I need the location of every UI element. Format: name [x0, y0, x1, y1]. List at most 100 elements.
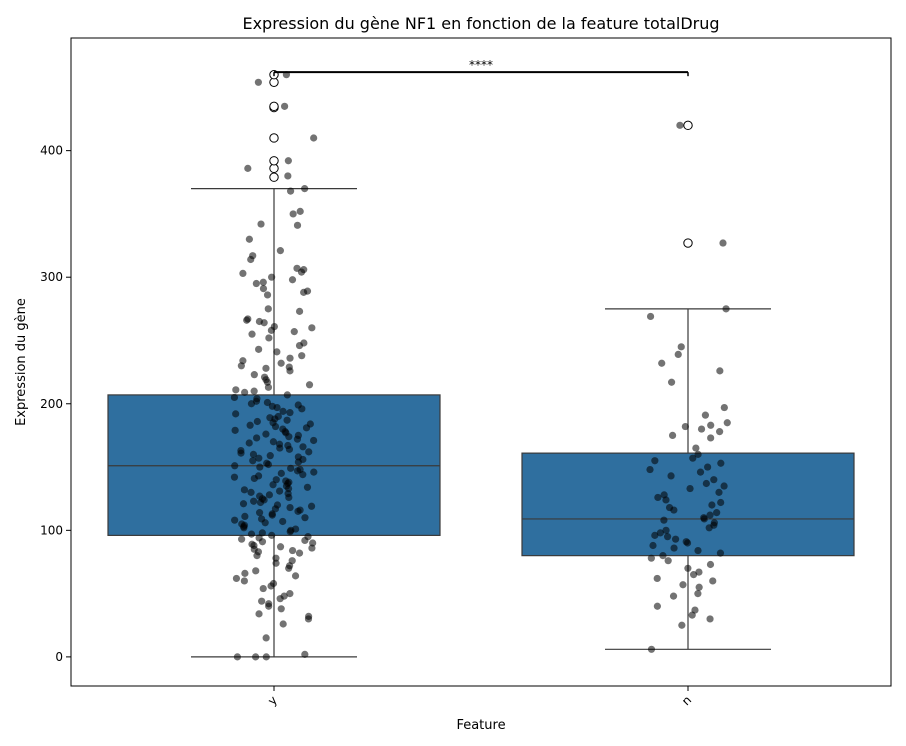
data-point — [277, 469, 285, 477]
data-point — [259, 278, 267, 286]
data-point — [285, 564, 293, 572]
data-point — [255, 454, 263, 462]
data-point — [653, 574, 661, 583]
data-point — [679, 581, 687, 589]
data-point — [279, 620, 287, 628]
outlier-point — [269, 133, 279, 143]
data-point — [262, 634, 270, 642]
data-point — [671, 535, 680, 543]
data-point — [647, 554, 655, 562]
data-point — [255, 509, 264, 517]
data-point — [301, 536, 309, 545]
x-tick-label: n — [679, 693, 694, 708]
data-point — [694, 590, 702, 598]
data-point — [301, 185, 309, 193]
data-point — [695, 583, 703, 591]
data-point — [293, 467, 302, 475]
data-point — [284, 172, 292, 180]
data-point — [263, 398, 272, 407]
data-point — [258, 538, 267, 546]
data-point — [298, 352, 306, 360]
data-point — [256, 498, 265, 507]
data-point — [250, 387, 258, 395]
data-point — [660, 516, 668, 524]
data-point — [241, 388, 249, 396]
data-point — [700, 515, 708, 523]
data-point — [240, 524, 248, 532]
data-point — [267, 582, 275, 590]
data-point — [678, 621, 686, 629]
data-point — [686, 484, 694, 493]
data-point — [239, 269, 247, 278]
data-point — [266, 452, 274, 460]
y-tick-label: 100 — [40, 523, 63, 537]
data-point — [253, 552, 261, 560]
data-point — [689, 454, 697, 462]
data-point — [285, 433, 293, 441]
data-point — [249, 450, 258, 458]
data-point — [719, 239, 727, 247]
data-point — [649, 541, 657, 550]
data-point — [283, 391, 291, 399]
data-point — [308, 324, 316, 332]
data-point — [264, 460, 273, 469]
data-point — [302, 424, 311, 432]
data-point — [677, 343, 685, 351]
data-point — [255, 345, 263, 353]
data-point — [269, 481, 277, 489]
data-point — [310, 468, 318, 476]
data-point — [232, 386, 240, 394]
data-point — [288, 276, 297, 284]
data-point — [260, 319, 268, 327]
data-point — [279, 517, 287, 526]
data-point — [233, 653, 242, 661]
data-point — [301, 514, 309, 522]
data-point — [288, 546, 297, 555]
outlier-point — [269, 156, 279, 166]
data-point — [297, 268, 306, 276]
data-point — [305, 381, 314, 389]
data-point — [676, 121, 684, 129]
data-point — [248, 330, 256, 338]
data-point — [252, 279, 260, 288]
data-point — [706, 560, 715, 569]
x-axis-label: Feature — [456, 718, 505, 733]
data-point — [250, 371, 258, 379]
data-point — [246, 421, 254, 429]
data-point — [293, 435, 302, 443]
data-point — [255, 610, 263, 618]
data-point — [295, 307, 304, 315]
data-point — [295, 549, 304, 557]
data-point — [262, 364, 270, 372]
data-point — [291, 572, 300, 580]
data-point — [276, 247, 284, 255]
data-point — [268, 273, 276, 281]
significance-label: **** — [469, 58, 493, 72]
data-point — [707, 434, 715, 442]
data-point — [269, 438, 278, 446]
data-point — [717, 498, 725, 507]
data-point — [653, 602, 661, 610]
data-point — [247, 255, 255, 264]
data-point — [247, 488, 255, 496]
data-point — [277, 605, 285, 613]
data-point — [695, 568, 703, 576]
data-point — [683, 539, 692, 547]
data-point — [275, 487, 284, 495]
plot-area — [70, 37, 892, 687]
data-point — [715, 488, 723, 496]
data-point — [706, 511, 714, 519]
data-point — [651, 531, 659, 539]
data-point — [268, 531, 276, 539]
data-point — [720, 482, 728, 490]
data-point — [646, 465, 654, 474]
chart-title: Expression du gène NF1 en fonction de la… — [242, 14, 719, 33]
data-point — [696, 468, 705, 476]
data-point — [684, 564, 692, 572]
y-axis: 0 100 200 300 400 — [40, 144, 71, 664]
data-point — [662, 526, 670, 534]
data-point — [244, 164, 252, 172]
data-point — [716, 367, 724, 375]
data-point — [237, 362, 245, 370]
data-point — [238, 535, 246, 543]
